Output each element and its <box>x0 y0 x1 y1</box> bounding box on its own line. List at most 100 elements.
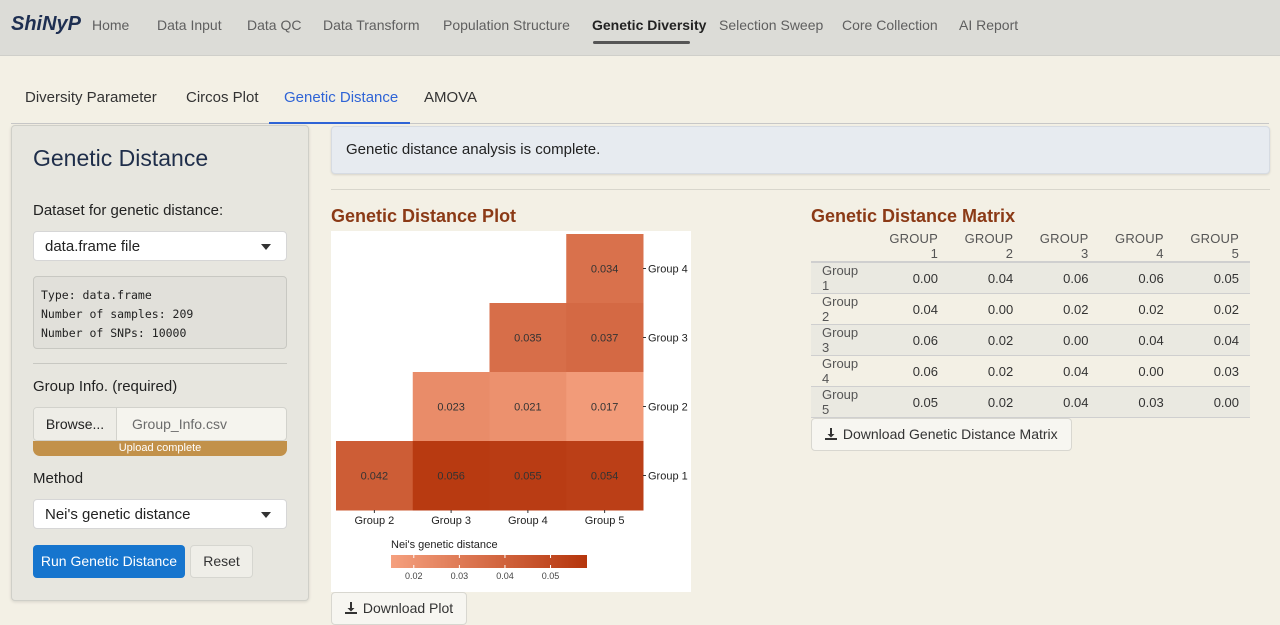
matrix-cell: 0.02 <box>1174 293 1250 325</box>
download-matrix-label: Download Genetic Distance Matrix <box>842 426 1058 442</box>
matrix-column-header: GROUP 2 <box>949 231 1025 263</box>
table-row: Group 1 0.00 0.04 0.06 0.06 0.05 <box>811 262 1250 294</box>
chevron-down-icon <box>261 244 271 250</box>
method-label: Method <box>33 470 84 487</box>
reset-button[interactable]: Reset <box>190 545 253 578</box>
matrix-cell: 0.05 <box>1174 262 1250 294</box>
matrix-row-header: Group 4 <box>811 355 874 387</box>
heatmap-cell <box>412 372 490 442</box>
tab-genetic-distance[interactable]: Genetic Distance <box>284 89 399 106</box>
method-select-value: Nei's genetic distance <box>45 506 191 523</box>
upload-progress-fill: Upload complete <box>33 441 287 456</box>
y-tick-label: Group 1 <box>648 471 688 483</box>
sidebar-divider <box>33 363 287 364</box>
x-tick-label: Group 2 <box>355 515 395 527</box>
table-row: Group 2 0.04 0.00 0.02 0.02 0.02 <box>811 293 1250 325</box>
nav-item-data-transform[interactable]: Data Transform <box>323 17 420 33</box>
nav-item-home[interactable]: Home <box>92 17 130 33</box>
y-tick-label: Group 4 <box>648 264 688 276</box>
heatmap-cell-label: 0.035 <box>514 333 542 345</box>
run-genetic-distance-button[interactable]: Run Genetic Distance <box>33 545 185 578</box>
info-line-samples: Number of samples: 209 <box>41 307 194 321</box>
matrix-row-header: Group 3 <box>811 324 874 356</box>
browse-button[interactable]: Browse... <box>34 408 117 440</box>
matrix-column-header: GROUP 3 <box>1024 231 1100 263</box>
matrix-cell: 0.05 <box>873 386 949 418</box>
brand-logo[interactable]: ShiNyP <box>11 13 82 35</box>
table-row: Group 5 0.05 0.02 0.04 0.03 0.00 <box>811 386 1250 418</box>
download-icon <box>825 428 837 440</box>
nav-item-data-input[interactable]: Data Input <box>157 17 222 33</box>
matrix-cell: 0.00 <box>1174 386 1250 418</box>
matrix-title: Genetic Distance Matrix <box>811 206 1016 226</box>
heatmap-cell-label: 0.056 <box>437 471 465 483</box>
download-plot-button[interactable]: Download Plot <box>331 592 468 625</box>
x-tick-label: Group 5 <box>585 515 625 527</box>
heatmap-cell <box>566 234 644 304</box>
matrix-cell: 0.00 <box>949 293 1025 325</box>
legend-tick-label: 0.04 <box>496 571 514 581</box>
table-row: Group 3 0.06 0.02 0.00 0.04 0.04 <box>811 324 1250 356</box>
matrix-cell: 0.03 <box>1174 355 1250 387</box>
heatmap-cell-label: 0.023 <box>437 402 465 414</box>
method-select[interactable]: Nei's genetic distance <box>33 499 287 529</box>
tab-diversity-parameter[interactable]: Diversity Parameter <box>25 89 157 106</box>
dataset-select-value: data.frame file <box>45 238 141 255</box>
nav-item-selection-sweep[interactable]: Selection Sweep <box>719 17 824 33</box>
heatmap-cell-label: 0.042 <box>361 471 389 483</box>
plot-title: Genetic Distance Plot <box>331 206 517 226</box>
info-line-snps: Number of SNPs: 10000 <box>41 326 187 340</box>
matrix-cell: 0.04 <box>1174 324 1250 356</box>
matrix-cell: 0.00 <box>873 262 949 294</box>
heatmap-cell-label: 0.034 <box>591 264 619 276</box>
info-line-type: Type: data.frame <box>41 288 152 302</box>
legend-tick-label: 0.05 <box>542 571 560 581</box>
heatmap-cell <box>566 303 644 373</box>
matrix-column-header: GROUP 4 <box>1099 231 1175 263</box>
matrix-cell: 0.06 <box>1099 262 1175 294</box>
nav-item-population-structure[interactable]: Population Structure <box>443 17 570 33</box>
nav-active-indicator <box>593 41 690 44</box>
matrix-cell: 0.00 <box>1099 355 1175 387</box>
matrix-cell: 0.04 <box>1024 386 1100 418</box>
heatmap-cell <box>566 372 644 442</box>
sidebar-title: Genetic Distance <box>33 145 209 171</box>
tab-amova[interactable]: AMOVA <box>424 89 478 106</box>
genetic-distance-matrix: GROUP 1 GROUP 2 GROUP 3 GROUP 4 GROUP 5 Grou… <box>811 231 1250 418</box>
group-file-input[interactable]: Browse... Group_Info.csv <box>33 407 287 441</box>
group-info-label: Group Info. (required) <box>33 378 178 395</box>
dataset-select[interactable]: data.frame file <box>33 231 287 261</box>
legend-title: Nei's genetic distance <box>391 539 498 551</box>
navbar: ShiNyP Home Data Input Data QC Data Tran… <box>0 0 1280 56</box>
nav-item-ai-report[interactable]: AI Report <box>959 17 1019 33</box>
matrix-column-header: GROUP 5 <box>1174 231 1250 263</box>
x-tick-label: Group 3 <box>431 515 471 527</box>
download-icon <box>345 602 357 614</box>
y-tick-label: Group 2 <box>648 402 688 414</box>
matrix-body: Group 1 0.00 0.04 0.06 0.06 0.05 Group 2 0.04 0.… <box>811 262 1250 418</box>
matrix-cell: 0.06 <box>873 355 949 387</box>
table-row: Group 4 0.06 0.02 0.04 0.00 0.03 <box>811 355 1250 387</box>
heatmap-cell-label: 0.017 <box>591 402 619 414</box>
heatmap-cell <box>489 303 567 373</box>
matrix-cell: 0.02 <box>1099 293 1175 325</box>
nav-item-core-collection[interactable]: Core Collection <box>842 17 938 33</box>
matrix-cell: 0.03 <box>1099 386 1175 418</box>
status-alert: Genetic distance analysis is complete. <box>331 126 1270 174</box>
tabs-divider <box>11 123 1269 124</box>
dataset-label: Dataset for genetic distance: <box>33 202 224 219</box>
nav-item-data-qc[interactable]: Data QC <box>247 17 302 33</box>
legend-colorbar <box>391 555 587 568</box>
tab-circos-plot[interactable]: Circos Plot <box>186 89 259 106</box>
legend-tick-label: 0.02 <box>405 571 423 581</box>
download-matrix-button[interactable]: Download Genetic Distance Matrix <box>811 418 1072 451</box>
matrix-cell: 0.02 <box>949 324 1025 356</box>
nav-item-genetic-diversity[interactable]: Genetic Diversity <box>592 17 707 33</box>
dataset-info-box: Type: data.frame Number of samples: 209 … <box>33 276 287 349</box>
matrix-column-header: GROUP 1 <box>873 231 949 263</box>
matrix-cell: 0.02 <box>1024 293 1100 325</box>
heatmap-cell <box>489 441 567 511</box>
heatmap-cell-label: 0.055 <box>514 471 542 483</box>
matrix-row-header: Group 5 <box>811 386 874 418</box>
matrix-header-row: GROUP 1 GROUP 2 GROUP 3 GROUP 4 GROUP 5 <box>811 231 1250 263</box>
